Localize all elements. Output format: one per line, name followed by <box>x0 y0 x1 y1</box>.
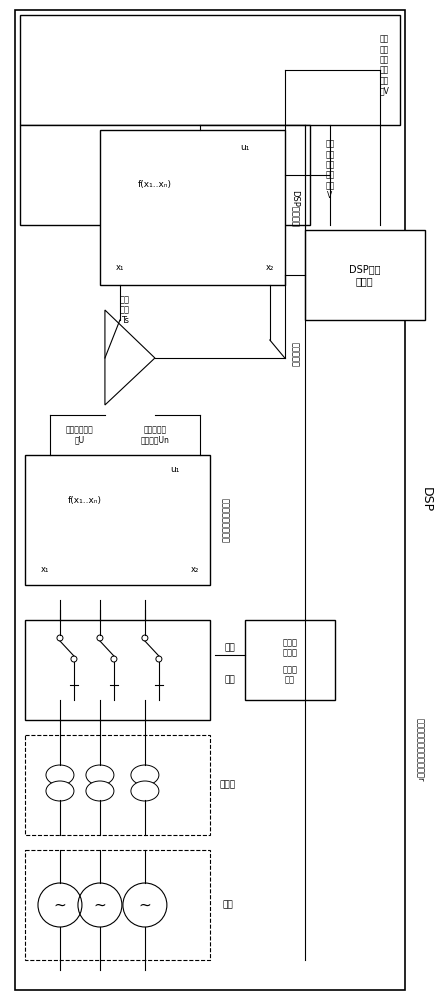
Bar <box>20 15 399 125</box>
Bar <box>304 230 424 320</box>
Bar <box>20 125 309 225</box>
Bar <box>25 850 209 960</box>
Text: 采样
周期
Ts: 采样 周期 Ts <box>120 295 130 325</box>
Text: 电压有效值计算单元: 电压有效值计算单元 <box>220 497 229 542</box>
Text: f(x₁..xₙ): f(x₁..xₙ) <box>68 495 102 504</box>
Text: 逆变器
离网开: 逆变器 离网开 <box>282 638 296 658</box>
Bar <box>100 130 284 285</box>
Text: x₂: x₂ <box>265 263 273 272</box>
Text: 电网
电压
有效
值跌
落速
度V: 电网 电压 有效 值跌 落速 度V <box>379 34 389 96</box>
Ellipse shape <box>86 765 114 785</box>
Bar <box>15 10 404 990</box>
Ellipse shape <box>86 781 114 801</box>
Bar <box>25 455 209 585</box>
Text: DSP控制
运算器: DSP控制 运算器 <box>348 264 380 286</box>
Text: 关控制
信号: 关控制 信号 <box>282 665 296 685</box>
Text: 传感器: 传感器 <box>219 780 235 790</box>
Text: 电网实际有效
值U: 电网实际有效 值U <box>66 425 94 445</box>
Text: 电网: 电网 <box>222 900 233 910</box>
Text: 电网电压额
定有效值Un: 电网电压额 定有效值Un <box>140 425 169 445</box>
Text: 开关: 开关 <box>224 644 235 652</box>
Ellipse shape <box>131 765 158 785</box>
Bar <box>25 620 209 720</box>
Ellipse shape <box>46 765 74 785</box>
Ellipse shape <box>131 781 158 801</box>
Text: x₁: x₁ <box>115 263 124 272</box>
Text: DSP计算单元: DSP计算单元 <box>289 190 299 226</box>
Text: ~: ~ <box>53 898 66 912</box>
Text: x₁: x₁ <box>41 566 49 574</box>
Polygon shape <box>105 310 155 405</box>
Bar <box>244 620 334 700</box>
Text: ~: ~ <box>93 898 106 912</box>
Text: DSP: DSP <box>419 487 432 513</box>
Text: 比较器单元: 比较器单元 <box>289 342 299 367</box>
Ellipse shape <box>46 781 74 801</box>
Text: ~: ~ <box>138 898 151 912</box>
Text: 电网
电压
有效
值跌
落率
V: 电网 电压 有效 值跌 落率 V <box>324 139 334 200</box>
Text: 逆变器对电网的无功补偿率r: 逆变器对电网的无功补偿率r <box>414 718 423 782</box>
Text: 离网: 离网 <box>224 676 235 684</box>
Text: x₂: x₂ <box>190 566 198 574</box>
Text: u₁: u₁ <box>240 143 249 152</box>
Text: u₁: u₁ <box>170 466 179 475</box>
Text: f(x₁..xₙ): f(x₁..xₙ) <box>138 180 171 190</box>
Bar <box>25 735 209 835</box>
